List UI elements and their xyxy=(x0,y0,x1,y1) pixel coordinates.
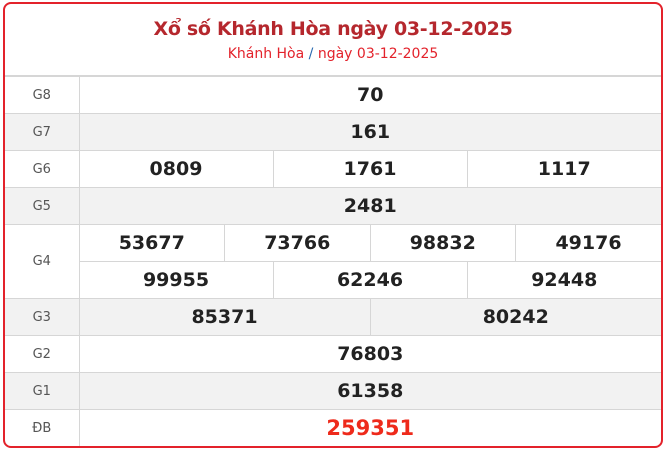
prize-label: ĐB xyxy=(5,409,80,446)
prize-label: G3 xyxy=(5,298,80,336)
prize-number: 49176 xyxy=(515,224,661,262)
prize-number: 99955 xyxy=(79,261,274,299)
row-g2: G2 76803 xyxy=(5,335,661,373)
prize-number: 76803 xyxy=(78,335,661,373)
prize-number: 62246 xyxy=(272,261,468,299)
breadcrumb: Khánh Hòa / ngày 03-12-2025 xyxy=(5,46,661,62)
prize-label: G5 xyxy=(5,187,80,225)
results-card: Xổ số Khánh Hòa ngày 03-12-2025 Khánh Hò… xyxy=(3,2,663,448)
row-db: ĐB 259351 xyxy=(5,409,661,446)
row-g8: G8 70 xyxy=(5,76,661,114)
prize-label: G4 xyxy=(5,224,80,299)
prize-number: 98832 xyxy=(369,224,516,262)
prize-label: G6 xyxy=(5,150,80,188)
prize-number: 61358 xyxy=(78,372,661,410)
prize-number: 85371 xyxy=(78,298,371,336)
row-g6: G6 0809 1761 1117 xyxy=(5,150,661,188)
row-g3: G3 85371 80242 xyxy=(5,298,661,336)
prize-number: 161 xyxy=(78,113,661,151)
row-g4b: 99955 62246 92448 xyxy=(5,261,661,299)
prize-number: 53677 xyxy=(78,224,225,262)
prize-number: 2481 xyxy=(78,187,661,225)
prize-number: 1761 xyxy=(272,150,468,188)
special-prize-number: 259351 xyxy=(78,409,661,446)
page-title: Xổ số Khánh Hòa ngày 03-12-2025 xyxy=(153,18,513,40)
prize-number: 70 xyxy=(78,76,661,114)
prize-number: 1117 xyxy=(466,150,661,188)
prize-label: G7 xyxy=(5,113,80,151)
prize-number: 92448 xyxy=(466,261,661,299)
row-g1: G1 61358 xyxy=(5,372,661,410)
row-g5: G5 2481 xyxy=(5,187,661,225)
row-g4: G4 53677 73766 98832 49176 xyxy=(5,224,661,299)
prize-label: G1 xyxy=(5,372,80,410)
prize-label: G2 xyxy=(5,335,80,373)
header: Xổ số Khánh Hòa ngày 03-12-2025 Khánh Hò… xyxy=(5,4,661,76)
breadcrumb-date[interactable]: ngày 03-12-2025 xyxy=(317,46,439,62)
prize-number: 80242 xyxy=(369,298,661,336)
prize-number: 73766 xyxy=(224,224,371,262)
row-g7: G7 161 xyxy=(5,113,661,151)
prize-number: 0809 xyxy=(78,150,274,188)
prize-label: G8 xyxy=(5,76,80,114)
breadcrumb-separator: / xyxy=(308,46,314,62)
results-table: G8 70 G7 161 G6 0809 1761 1117 G5 2481 G4 53677… xyxy=(5,76,661,446)
breadcrumb-province[interactable]: Khánh Hòa xyxy=(227,46,305,62)
